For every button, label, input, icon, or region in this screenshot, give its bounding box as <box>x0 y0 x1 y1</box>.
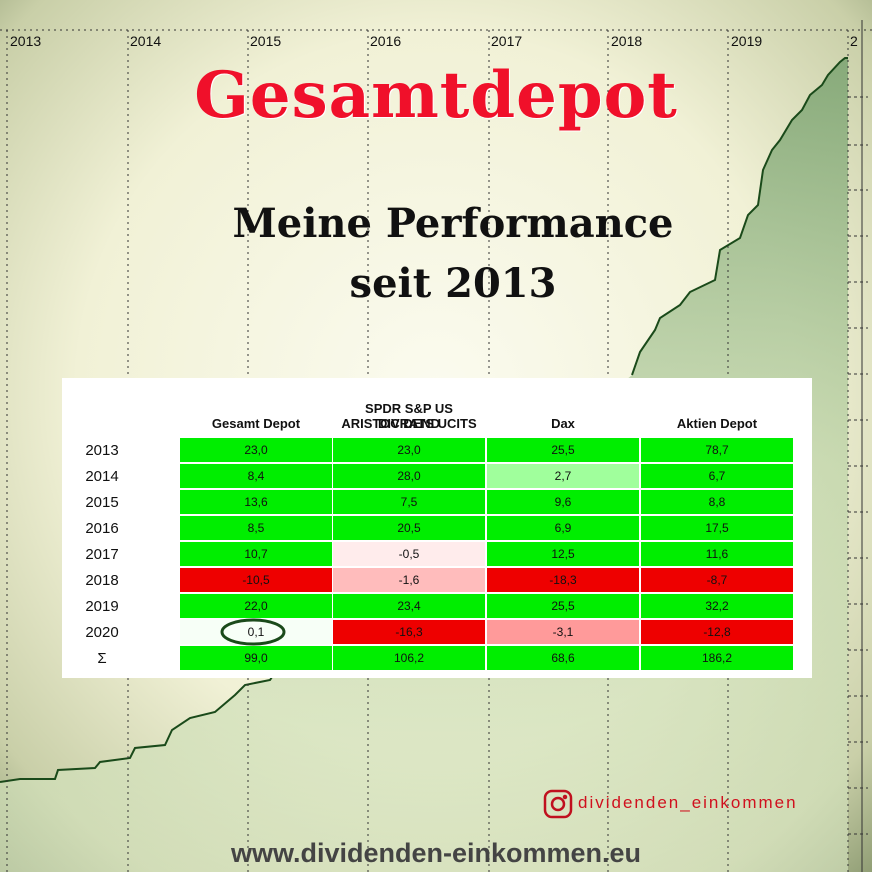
row-label: 2014 <box>85 468 119 485</box>
row-label: Σ <box>97 650 107 667</box>
row-label: 2013 <box>85 442 119 459</box>
table-cell: -1,6 <box>333 568 485 592</box>
timeline-label: 2015 <box>250 33 282 49</box>
timeline-label: 2014 <box>130 33 162 49</box>
table-cell: -16,3 <box>333 620 485 644</box>
table-cell: 10,7 <box>180 542 332 566</box>
row-label: 2020 <box>85 624 119 641</box>
table-cell: -0,5 <box>333 542 485 566</box>
table-cell: 0,1 <box>180 620 332 644</box>
table-cell: 6,7 <box>641 464 793 488</box>
timeline-label: 2017 <box>491 33 523 49</box>
instagram-icon <box>543 789 573 819</box>
column-header: ARISTOCRATS UCITS <box>341 416 477 431</box>
row-label: 2015 <box>85 494 119 511</box>
table-cell: 20,5 <box>333 516 485 540</box>
table-cell: 25,5 <box>487 438 639 462</box>
table-cell: 6,9 <box>487 516 639 540</box>
social-handle: dividenden_einkommen <box>578 793 798 812</box>
column-header: Aktien Depot <box>676 416 758 431</box>
table-cell: 32,2 <box>641 594 793 618</box>
table-cell: 78,7 <box>641 438 793 462</box>
timeline-label: 2013 <box>10 33 42 49</box>
subtitle: seit 2013 <box>349 260 557 307</box>
column-header: Dax <box>551 416 575 431</box>
table-cell: 12,5 <box>487 542 639 566</box>
timeline-label: 2 <box>850 33 858 49</box>
table-cell: 2,7 <box>487 464 639 488</box>
table-cell: -8,7 <box>641 568 793 592</box>
column-header: SPDR S&P US DIVIDEND <box>365 401 453 431</box>
table-cell: 9,6 <box>487 490 639 514</box>
table-cell: 25,5 <box>487 594 639 618</box>
table-cell: 11,6 <box>641 542 793 566</box>
table-cell: -10,5 <box>180 568 332 592</box>
table-cell: 7,5 <box>333 490 485 514</box>
website-url: www.dividenden-einkommen.eu <box>230 838 642 868</box>
performance-table: Gesamt Depot SPDR S&P US DIVIDEND ARISTOCR… <box>62 378 812 678</box>
table-cell: -12,8 <box>641 620 793 644</box>
timeline-label: 2018 <box>611 33 643 49</box>
table-cell: 8,5 <box>180 516 332 540</box>
row-label: 2019 <box>85 598 119 615</box>
table-cell: 186,2 <box>641 646 793 670</box>
table-cell: 17,5 <box>641 516 793 540</box>
table-cell: 13,6 <box>180 490 332 514</box>
table-cell: -18,3 <box>487 568 639 592</box>
table-cell: -3,1 <box>487 620 639 644</box>
table-cell: 8,8 <box>641 490 793 514</box>
title: Gesamtdepot <box>194 58 678 133</box>
table-cell: 28,0 <box>333 464 485 488</box>
table-cell: 23,4 <box>333 594 485 618</box>
column-header: Gesamt Depot <box>211 416 301 431</box>
table-cell: 8,4 <box>180 464 332 488</box>
table-cell: 99,0 <box>180 646 332 670</box>
subtitle: Meine Performance <box>232 200 674 247</box>
row-label: 2016 <box>85 520 119 537</box>
timeline-label: 2019 <box>731 33 763 49</box>
table-cell: 22,0 <box>180 594 332 618</box>
table-cell: 68,6 <box>487 646 639 670</box>
table-cell: 106,2 <box>333 646 485 670</box>
table-cell: 23,0 <box>180 438 332 462</box>
row-label: 2018 <box>85 572 119 589</box>
table-cell: 23,0 <box>333 438 485 462</box>
row-label: 2017 <box>85 546 119 563</box>
timeline-label: 2016 <box>370 33 402 49</box>
